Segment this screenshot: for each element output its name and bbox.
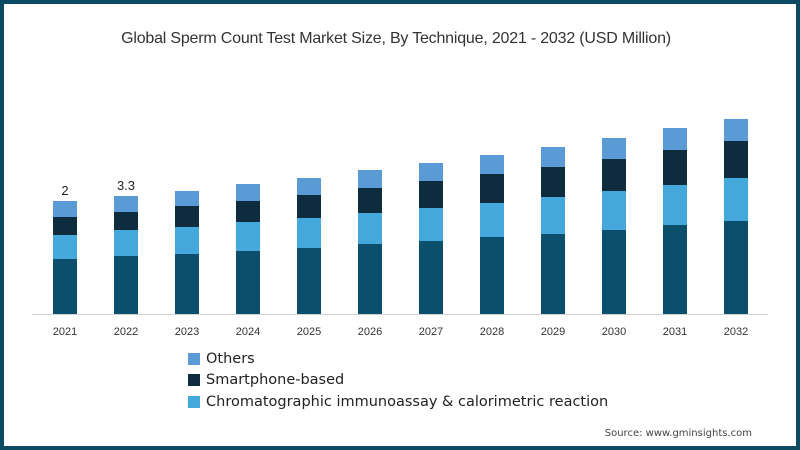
base-segment xyxy=(541,234,565,314)
bar-2028 xyxy=(480,155,504,314)
chromatographic-segment xyxy=(724,178,748,221)
others-segment xyxy=(724,119,748,141)
chromatographic-segment xyxy=(114,230,138,256)
base-segment xyxy=(724,221,748,314)
data-label: 2 xyxy=(61,183,69,198)
x-tick-label: 2025 xyxy=(296,326,322,338)
chromatographic-segment xyxy=(53,235,77,259)
x-tick-label: 2021 xyxy=(52,326,78,338)
legend-label: Smartphone-based xyxy=(206,372,345,389)
chromatographic-segment xyxy=(419,208,443,241)
bar-2031 xyxy=(663,128,687,314)
base-segment xyxy=(419,241,443,314)
base-segment xyxy=(358,244,382,314)
base-segment xyxy=(175,254,199,314)
others-segment xyxy=(175,191,199,206)
base-segment xyxy=(663,225,687,314)
smartphone-segment xyxy=(297,195,321,218)
smartphone-segment xyxy=(480,174,504,203)
bar-2032 xyxy=(724,119,748,314)
base-segment xyxy=(480,237,504,314)
x-tick-label: 2027 xyxy=(418,326,444,338)
x-tick-label: 2028 xyxy=(479,326,505,338)
bar-2027 xyxy=(419,163,443,314)
bar-2029 xyxy=(541,147,565,314)
chart-title: Global Sperm Count Test Market Size, By … xyxy=(121,30,671,47)
smartphone-segment xyxy=(724,141,748,178)
bar-2030 xyxy=(602,138,626,314)
smartphone-segment xyxy=(358,188,382,213)
others-segment xyxy=(663,128,687,150)
smartphone-segment xyxy=(236,201,260,222)
chromatographic-segment xyxy=(541,197,565,234)
others-segment xyxy=(541,147,565,167)
legend-item: Chromatographic immunoassay & calorimetr… xyxy=(188,391,608,413)
chromatographic-segment xyxy=(236,222,260,251)
chromatographic-segment xyxy=(175,227,199,254)
legend-label: Others xyxy=(206,350,255,367)
others-segment xyxy=(297,178,321,195)
base-segment xyxy=(53,259,77,314)
base-segment xyxy=(114,256,138,314)
legend-swatch-icon xyxy=(188,374,200,387)
others-segment xyxy=(53,201,77,217)
data-label: 3.3 xyxy=(116,178,136,193)
others-segment xyxy=(358,170,382,188)
legend: Others Smartphone-based Chromatographic im… xyxy=(188,348,608,413)
x-tick-label: 2029 xyxy=(540,326,566,338)
smartphone-segment xyxy=(419,181,443,208)
chromatographic-segment xyxy=(663,185,687,225)
x-tick-label: 2023 xyxy=(174,326,200,338)
smartphone-segment xyxy=(541,167,565,197)
x-tick-label: 2026 xyxy=(357,326,383,338)
base-segment xyxy=(297,248,321,314)
x-tick-label: 2030 xyxy=(601,326,627,338)
chromatographic-segment xyxy=(358,213,382,244)
others-segment xyxy=(602,138,626,159)
smartphone-segment xyxy=(175,206,199,227)
legend-swatch-icon xyxy=(188,395,200,408)
smartphone-segment xyxy=(663,150,687,185)
bar-2021 xyxy=(53,201,77,314)
smartphone-segment xyxy=(602,159,626,191)
x-tick-label: 2024 xyxy=(235,326,261,338)
base-segment xyxy=(236,251,260,314)
x-axis-line xyxy=(32,314,768,315)
smartphone-segment xyxy=(53,217,77,235)
legend-item: Smartphone-based xyxy=(188,370,608,392)
others-segment xyxy=(480,155,504,174)
chromatographic-segment xyxy=(297,218,321,248)
others-segment xyxy=(236,184,260,201)
x-tick-label: 2032 xyxy=(723,326,749,338)
smartphone-segment xyxy=(114,212,138,230)
bar-2024 xyxy=(236,184,260,314)
legend-label: Chromatographic immunoassay & calorimetr… xyxy=(206,393,609,410)
chromatographic-segment xyxy=(480,203,504,237)
chromatographic-segment xyxy=(602,191,626,230)
legend-item: Others xyxy=(188,348,608,370)
source-note: Source: www.gminsights.com xyxy=(604,428,752,439)
base-segment xyxy=(602,230,626,314)
bar-2023 xyxy=(175,191,199,314)
others-segment xyxy=(419,163,443,181)
x-tick-label: 2031 xyxy=(662,326,688,338)
others-segment xyxy=(114,196,138,212)
legend-swatch-icon xyxy=(188,352,200,365)
bar-2026 xyxy=(358,170,382,314)
x-tick-label: 2022 xyxy=(113,326,139,338)
bar-2022 xyxy=(114,196,138,314)
bar-2025 xyxy=(297,178,321,314)
